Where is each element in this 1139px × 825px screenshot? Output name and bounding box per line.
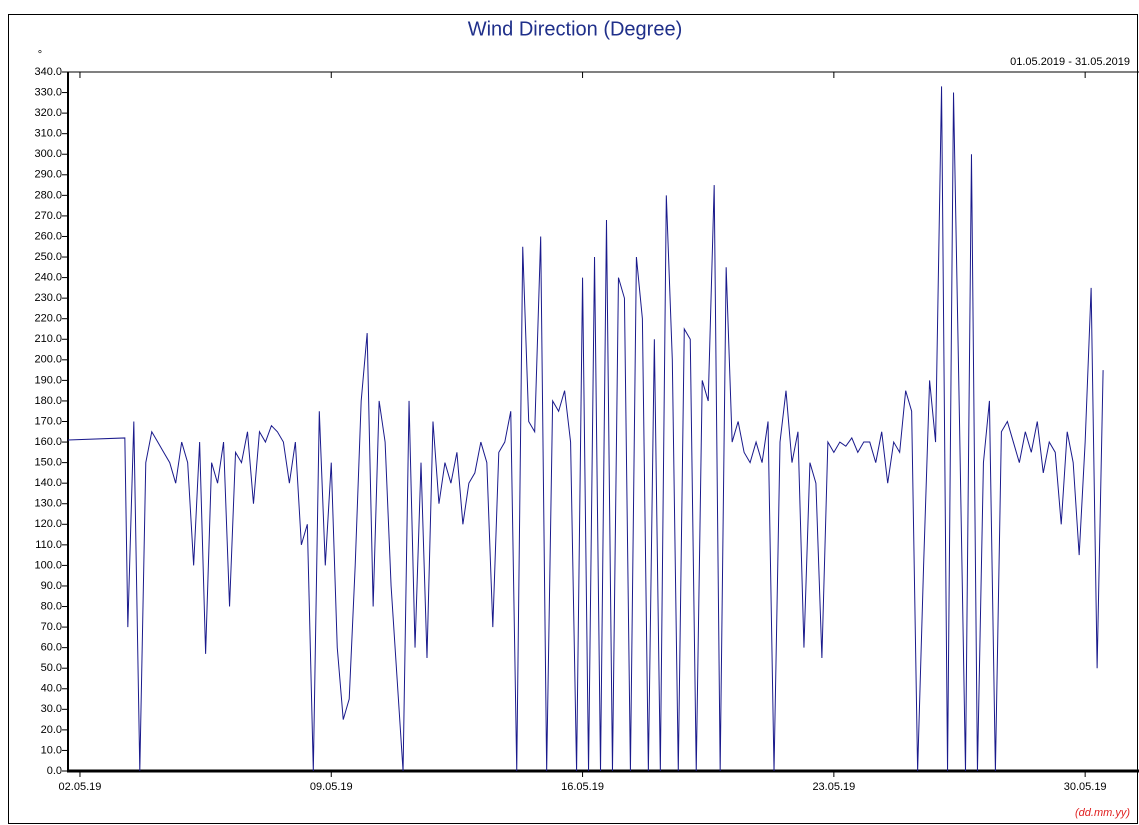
x-tick-label: 30.05.19 <box>1064 781 1107 793</box>
y-tick-label: 0.0 <box>47 765 62 777</box>
y-tick-label: 280.0 <box>34 189 62 201</box>
y-tick-label: 340.0 <box>34 66 62 78</box>
y-tick-label: 310.0 <box>34 128 62 140</box>
y-tick-label: 60.0 <box>41 642 62 654</box>
y-tick-label: 180.0 <box>34 395 62 407</box>
y-tick-label: 320.0 <box>34 107 62 119</box>
y-tick-label: 170.0 <box>34 415 62 427</box>
y-tick-label: 70.0 <box>41 621 62 633</box>
y-tick-label: 30.0 <box>41 703 62 715</box>
y-tick-label: 240.0 <box>34 271 62 283</box>
x-tick-label: 02.05.19 <box>59 781 102 793</box>
y-tick-label: 230.0 <box>34 292 62 304</box>
y-tick-label: 140.0 <box>34 477 62 489</box>
y-tick-label: 50.0 <box>41 662 62 674</box>
y-tick-label: 20.0 <box>41 724 62 736</box>
y-tick-label: 80.0 <box>41 600 62 612</box>
x-tick-label: 16.05.19 <box>561 781 604 793</box>
y-tick-label: 40.0 <box>41 683 62 695</box>
y-tick-label: 300.0 <box>34 148 62 160</box>
y-tick-label: 200.0 <box>34 354 62 366</box>
y-tick-label: 10.0 <box>41 744 62 756</box>
y-tick-label: 330.0 <box>34 86 62 98</box>
y-tick-label: 120.0 <box>34 518 62 530</box>
y-tick-label: 220.0 <box>34 313 62 325</box>
chart-title: Wind Direction (Degree) <box>468 18 683 40</box>
y-tick-label: 130.0 <box>34 498 62 510</box>
y-tick-label: 210.0 <box>34 333 62 345</box>
y-tick-label: 150.0 <box>34 457 62 469</box>
chart-subtitle: 01.05.2019 - 31.05.2019 <box>1010 56 1130 68</box>
chart-frame <box>8 14 1138 824</box>
y-tick-label: 100.0 <box>34 559 62 571</box>
y-axis-unit: ° <box>38 49 42 61</box>
y-tick-label: 260.0 <box>34 230 62 242</box>
x-tick-label: 09.05.19 <box>310 781 353 793</box>
y-tick-label: 160.0 <box>34 436 62 448</box>
y-tick-label: 90.0 <box>41 580 62 592</box>
y-tick-label: 250.0 <box>34 251 62 263</box>
x-tick-label: 23.05.19 <box>812 781 855 793</box>
data-line <box>67 86 1104 772</box>
y-tick-label: 110.0 <box>35 539 62 551</box>
y-tick-label: 290.0 <box>34 169 62 181</box>
y-tick-label: 190.0 <box>34 374 62 386</box>
y-tick-label: 270.0 <box>34 210 62 222</box>
x-axis-label: (dd.mm.yy) <box>1075 807 1130 819</box>
